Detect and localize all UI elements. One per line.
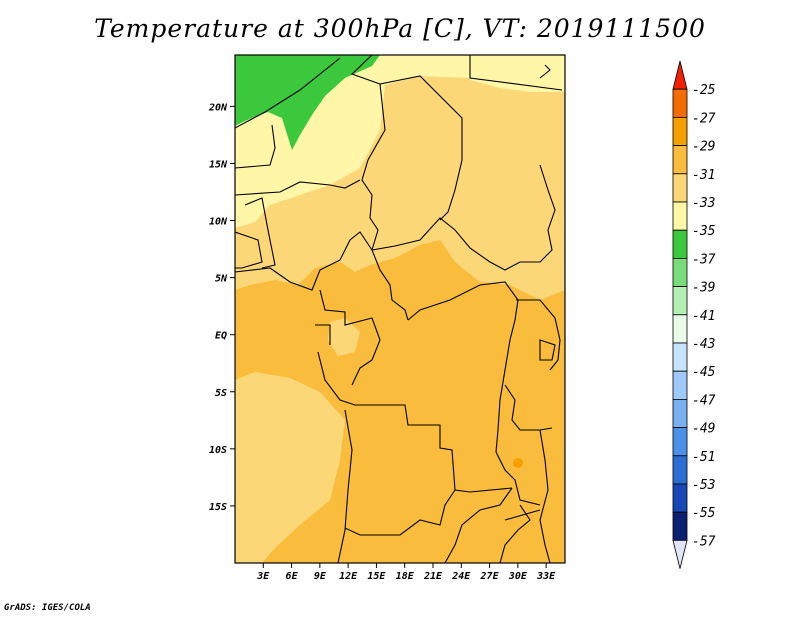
- colorbar-segment: [672, 145, 688, 175]
- field-light-orange-southwest: [235, 372, 345, 563]
- border-path: [539, 429, 551, 563]
- border-path: [319, 289, 381, 386]
- border-path: [499, 504, 531, 563]
- country-borders: [235, 55, 563, 563]
- x-tick-label: 6E: [286, 571, 299, 582]
- border-path: [317, 351, 513, 493]
- colorbar-segment: [672, 60, 688, 90]
- border-path: [516, 299, 561, 371]
- border-path: [235, 179, 361, 196]
- colorbar-label: -47: [692, 393, 716, 408]
- credit-text: GrADS: IGES/COLA: [4, 603, 91, 613]
- border-path: [235, 231, 263, 269]
- y-tick-label: 15N: [209, 159, 228, 170]
- colorbar-segment: [672, 342, 688, 372]
- map-area: [235, 55, 565, 563]
- border-path: [495, 451, 541, 506]
- border-path: [344, 489, 456, 536]
- colorbar-label: -55: [692, 506, 716, 521]
- colorbar-segment: [672, 540, 688, 569]
- x-tick-label: 15E: [367, 571, 386, 582]
- colorbar-label: -31: [692, 168, 715, 183]
- field-green: [235, 55, 380, 150]
- x-tick-label: 18E: [396, 571, 415, 582]
- y-tick-label: 20N: [208, 102, 228, 113]
- border-path: [350, 55, 386, 251]
- colorbar-label: -29: [692, 140, 715, 155]
- colorbar-label: -35: [692, 224, 716, 239]
- colorbar-label: -45: [692, 365, 716, 380]
- colorbar-label: -49: [692, 422, 715, 437]
- colorbar: -25 -27 -29 -31 -33 -35 -37 -39 -41 -43 -45 -47 -49 -…: [672, 60, 716, 569]
- border-path: [371, 164, 556, 271]
- colorbar-segment: [672, 286, 688, 316]
- colorbar-label: -57: [692, 534, 716, 549]
- border-path: [235, 57, 341, 129]
- colorbar-segment: [672, 201, 688, 231]
- border-path: [235, 231, 373, 291]
- border-path: [539, 339, 556, 361]
- y-tick-label: 15S: [209, 502, 227, 513]
- x-tick-label: 30E: [508, 571, 528, 582]
- border-path: [504, 384, 553, 431]
- y-tick-label: 10N: [209, 217, 228, 228]
- x-tick-label: 9E: [314, 571, 327, 582]
- border-path: [371, 249, 409, 321]
- colorbar-segment: [672, 117, 688, 147]
- colorbar-segment: [672, 455, 688, 485]
- x-tick-label: 21E: [423, 571, 443, 582]
- colorbar-label: -53: [692, 478, 715, 493]
- colorbar-label: -39: [692, 281, 715, 296]
- map-frame: [234, 54, 566, 564]
- border-path: [469, 55, 563, 91]
- colorbar-segment: [672, 427, 688, 457]
- border-path: [407, 281, 519, 453]
- colorbar-label: -51: [692, 450, 715, 465]
- colorbar-segment: [672, 173, 688, 203]
- field-pale-yellow-northeast: [470, 55, 565, 92]
- colorbar-label: -43: [692, 337, 715, 352]
- colorbar-segment: [672, 229, 688, 259]
- x-tick-label: 12E: [339, 571, 358, 582]
- colorbar-segment: [672, 257, 688, 287]
- colorbar-segment: [672, 88, 688, 118]
- colorbar-segment: [672, 370, 688, 400]
- colorbar-segment: [672, 483, 688, 513]
- border-path: [235, 124, 276, 169]
- y-tick-label: 5S: [215, 388, 227, 399]
- border-path: [444, 487, 513, 563]
- colorbar-segment: [672, 314, 688, 344]
- chart-title: Temperature at 300hPa [C], VT: 201911150…: [94, 14, 706, 43]
- border-path: [504, 509, 541, 521]
- y-tick-label: EQ: [215, 331, 227, 342]
- border-path: [379, 75, 463, 221]
- colorbar-label: -27: [692, 111, 716, 126]
- border-path: [337, 409, 353, 563]
- y-tick-label: 10S: [209, 445, 227, 456]
- x-tick-label: 27E: [480, 571, 500, 582]
- x-tick-label: 24E: [451, 571, 471, 582]
- colorbar-label: -41: [692, 309, 715, 324]
- colorbar-segment: [672, 398, 688, 428]
- y-tick-label: 5N: [215, 274, 228, 285]
- x-tick-label: 3E: [256, 571, 270, 582]
- field-light-orange-patch: [328, 318, 360, 356]
- x-axis: 3E 6E 9E 12E 15E 18E 21E 24E 27E 30E 33E: [256, 563, 556, 582]
- colorbar-label: -33: [692, 196, 715, 211]
- field-dark-spot: [513, 458, 523, 468]
- colorbar-label: -25: [692, 83, 716, 98]
- border-path: [315, 324, 331, 345]
- colorbar-label: -37: [692, 252, 716, 267]
- x-tick-label: 33E: [536, 571, 556, 582]
- border-path: [539, 64, 551, 79]
- y-axis: 20N 15N 10N 5N EQ 5S 10S 15S: [208, 102, 235, 513]
- border-path: [244, 197, 276, 269]
- colorbar-segment: [672, 511, 688, 541]
